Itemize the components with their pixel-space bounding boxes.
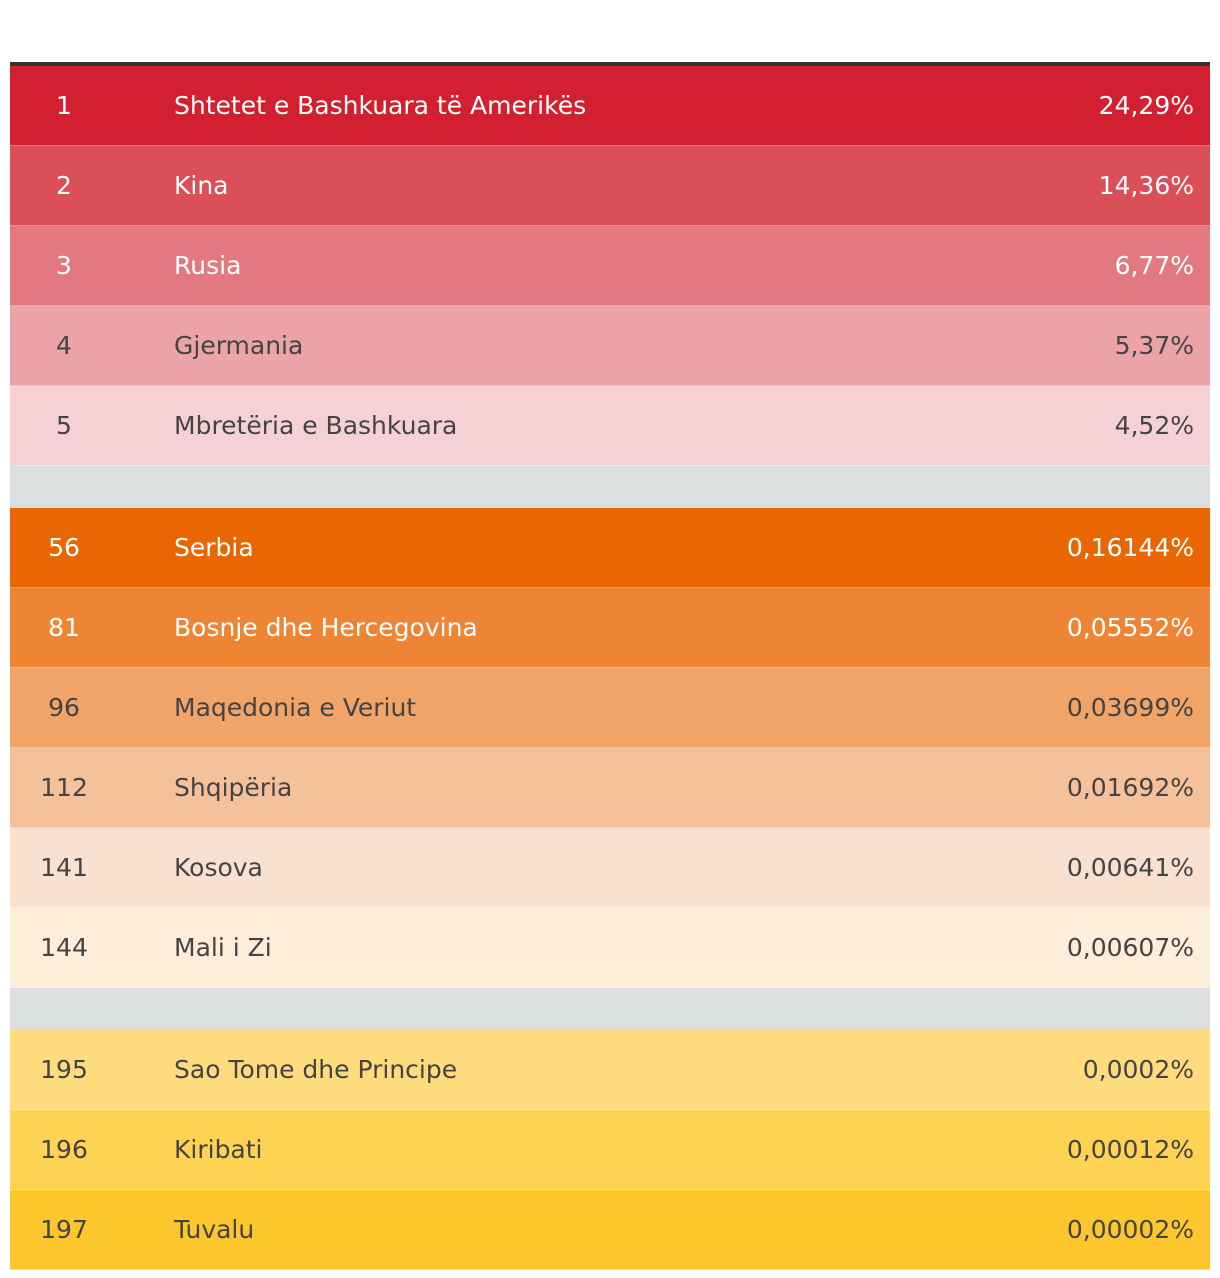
rank-cell: 197 (40, 1215, 88, 1244)
country-cell: Shtetet e Bashkuara të Amerikës (174, 91, 587, 120)
table-row: 4 Gjermania 5,37% (10, 306, 1210, 386)
share-cell: 14,36% (1098, 171, 1194, 200)
share-cell: 5,37% (1114, 331, 1194, 360)
share-cell: 6,77% (1114, 251, 1194, 280)
rank-cell: 3 (56, 251, 72, 280)
rank-cell: 81 (48, 613, 80, 642)
country-cell: Kosova (174, 853, 263, 882)
country-cell: Sao Tome dhe Principe (174, 1055, 458, 1084)
country-cell: Mbretëria e Bashkuara (174, 411, 458, 440)
table-row: 3 Rusia 6,77% (10, 226, 1210, 306)
share-cell: 0,16144% (1066, 533, 1194, 562)
table-row: 96 Maqedonia e Veriut 0,03699% (10, 668, 1210, 748)
share-cell: 0,00641% (1066, 853, 1194, 882)
share-cell: 0,01692% (1066, 773, 1194, 802)
share-cell: 0,03699% (1066, 693, 1194, 722)
table-row: 141 Kosova 0,00641% (10, 828, 1210, 908)
country-cell: Gjermania (174, 331, 304, 360)
country-cell: Maqedonia e Veriut (174, 693, 417, 722)
country-cell: Rusia (174, 251, 242, 280)
country-cell: Kiribati (174, 1135, 263, 1164)
table-row: 81 Bosnje dhe Hercegovina 0,05552% (10, 588, 1210, 668)
rank-cell: 2 (56, 171, 72, 200)
share-cell: 0,05552% (1066, 613, 1194, 642)
rank-cell: 4 (56, 331, 72, 360)
rank-cell: 141 (40, 853, 88, 882)
table-row: 196 Kiribati 0,00012% (10, 1110, 1210, 1190)
table-row: 144 Mali i Zi 0,00607% (10, 908, 1210, 988)
table-row: 56 Serbia 0,16144% (10, 508, 1210, 588)
table-row: 1 Shtetet e Bashkuara të Amerikës 24,29% (10, 66, 1210, 146)
rank-cell: 1 (56, 91, 72, 120)
share-cell: 0,0002% (1082, 1055, 1194, 1084)
share-cell: 24,29% (1098, 91, 1194, 120)
table-row: 112 Shqipëria 0,01692% (10, 748, 1210, 828)
rank-cell: 96 (48, 693, 80, 722)
rank-cell: 112 (40, 773, 88, 802)
country-cell: Bosnje dhe Hercegovina (174, 613, 478, 642)
group-separator (10, 988, 1210, 1030)
country-cell: Serbia (174, 533, 254, 562)
rank-cell: 5 (56, 411, 72, 440)
share-cell: 4,52% (1114, 411, 1194, 440)
rank-cell: 56 (48, 533, 80, 562)
ranking-table: 1 Shtetet e Bashkuara të Amerikës 24,29% 2 K… (10, 62, 1210, 1270)
country-cell: Kina (174, 171, 229, 200)
table-row: 197 Tuvalu 0,00002% (10, 1190, 1210, 1270)
group-separator (10, 466, 1210, 508)
rank-cell: 144 (40, 933, 88, 962)
share-cell: 0,00002% (1066, 1215, 1194, 1244)
rank-cell: 196 (40, 1135, 88, 1164)
rank-cell: 195 (40, 1055, 88, 1084)
share-cell: 0,00012% (1066, 1135, 1194, 1164)
share-cell: 0,00607% (1066, 933, 1194, 962)
country-cell: Mali i Zi (174, 933, 272, 962)
table-row: 5 Mbretëria e Bashkuara 4,52% (10, 386, 1210, 466)
country-cell: Tuvalu (174, 1215, 255, 1244)
country-cell: Shqipëria (174, 773, 293, 802)
table-row: 2 Kina 14,36% (10, 146, 1210, 226)
table-row: 195 Sao Tome dhe Principe 0,0002% (10, 1030, 1210, 1110)
